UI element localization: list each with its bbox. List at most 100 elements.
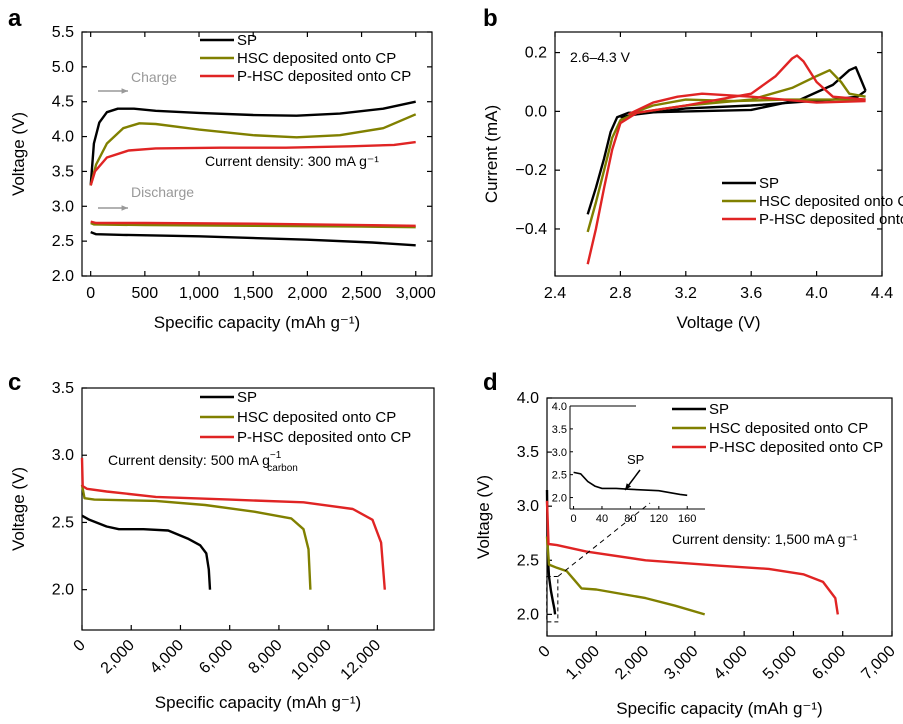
x-tick-label: 500 xyxy=(131,285,158,302)
annotations-d: Current density: 1,500 mA g⁻¹ xyxy=(546,502,858,623)
current-density-subscript: carbon xyxy=(267,463,298,474)
legend-label: SP xyxy=(759,175,779,192)
x-tick-label: 2,500 xyxy=(342,285,382,302)
x-tick-label: 4,000 xyxy=(147,637,187,677)
y-tick-label: 3.5 xyxy=(517,444,539,461)
x-tick-label: 2.4 xyxy=(544,285,566,302)
series-line-sp-0 xyxy=(89,100,416,186)
x-tick-label: 1,000 xyxy=(179,285,219,302)
y-tick-label: 5.5 xyxy=(52,24,74,41)
inset-y-tick-label: 3.5 xyxy=(552,424,567,436)
inset-x-tick-label: 120 xyxy=(650,513,668,525)
x-tick-label: 10,000 xyxy=(288,637,335,684)
legend-label: HSC deposited onto CP xyxy=(709,420,868,437)
series-line-hsc-0 xyxy=(80,484,312,590)
charge-label: Charge xyxy=(131,69,177,85)
x-tick-label: 0 xyxy=(536,643,554,661)
inset-sp-label: SP xyxy=(627,452,644,467)
legend-c: SP HSC deposited onto CP P-HSC deposited o… xyxy=(200,389,411,446)
y-tick-label: 2.0 xyxy=(52,268,74,285)
y-tick-label: 2.5 xyxy=(517,552,539,569)
series-line-hsc-1 xyxy=(90,221,416,229)
annotations-b: 2.6–4.3 V xyxy=(570,49,631,65)
x-tick-label: 3,000 xyxy=(661,643,701,683)
panel-letter-b: b xyxy=(483,5,498,32)
legend-label: HSC deposited onto CP xyxy=(237,50,396,67)
current-density-label: Current density: 300 mA g⁻¹ xyxy=(205,153,379,169)
y-tick-label: 3.0 xyxy=(517,498,539,515)
series-line-hsc-1 xyxy=(628,98,866,116)
inset-y-tick-label: 2.5 xyxy=(552,470,567,482)
inset-sp-curve xyxy=(573,471,688,497)
plot-frame-b xyxy=(554,31,883,277)
y-tick-label: 3.0 xyxy=(52,447,74,464)
series-group-d xyxy=(545,489,839,616)
series-line-hsc-0 xyxy=(89,113,417,186)
series-line-sp-1 xyxy=(620,89,867,119)
annotations-a: Charge Discharge Current density: 300 mA g… xyxy=(98,69,379,211)
zoom-connector xyxy=(557,502,651,577)
series-line-phsc-0 xyxy=(80,457,386,590)
y-axis-label: Current (mA) xyxy=(482,105,501,203)
x-tick-label: 6,000 xyxy=(809,643,849,683)
y-tick-label: 0.2 xyxy=(525,45,547,62)
current-density-text: Current density: 500 mA g xyxy=(108,452,270,468)
x-tick-label: 6,000 xyxy=(196,637,236,677)
x-axis-label: Specific capacity (mAh g⁻¹) xyxy=(155,693,361,712)
series-line-phsc-0 xyxy=(89,140,416,186)
plot-frame-a xyxy=(81,31,433,277)
x-tick-label: 5,000 xyxy=(760,643,800,683)
x-tick-label: 2.8 xyxy=(609,285,631,302)
x-tick-label: 0 xyxy=(86,285,95,302)
series-line-sp-0 xyxy=(81,514,212,590)
legend-label: P-HSC deposited onto CP xyxy=(237,68,411,85)
legend-label: SP xyxy=(237,389,257,406)
current-density-label: Current density: 1,500 mA g⁻¹ xyxy=(672,531,858,547)
series-group-a xyxy=(89,100,417,247)
series-line-phsc-0 xyxy=(586,54,866,265)
legend-label: P-HSC deposited onto CP xyxy=(759,211,903,228)
inset-x-tick-label: 0 xyxy=(570,513,576,525)
x-tick-label: 2,000 xyxy=(98,637,138,677)
y-axis-label: Voltage (V) xyxy=(474,475,493,559)
y-tick-label: 4.0 xyxy=(52,129,74,146)
y-tick-label: 4.5 xyxy=(52,94,74,111)
inset-y-tick-label: 2.0 xyxy=(552,493,567,505)
x-tick-label: 12,000 xyxy=(338,637,385,684)
x-tick-label: 2,000 xyxy=(612,643,652,683)
panel-letter-a: a xyxy=(8,5,22,32)
legend-label: SP xyxy=(237,32,257,49)
x-axis-label: Specific capacity (mAh g⁻¹) xyxy=(154,313,360,332)
y-tick-label: 5.0 xyxy=(52,59,74,76)
series-line-sp-0 xyxy=(586,66,867,215)
inset-x-tick-label: 80 xyxy=(624,513,636,525)
series-line-hsc-0 xyxy=(545,536,706,616)
legend-label: HSC deposited onto CP xyxy=(237,409,396,426)
legend-label: P-HSC deposited onto CP xyxy=(237,429,411,446)
y-tick-label: 3.5 xyxy=(52,163,74,180)
y-tick-label: 3.5 xyxy=(52,380,74,397)
y-tick-label: 3.0 xyxy=(52,198,74,215)
y-tick-label: 2.0 xyxy=(52,582,74,599)
inset-x-tick-label: 40 xyxy=(596,513,608,525)
y-axis-label: Voltage (V) xyxy=(9,467,28,551)
y-tick-label: 2.5 xyxy=(52,233,74,250)
inset-axes: 0 40 80 120 160 2.0 2.5 3.0 3.5 4.0 SP xyxy=(552,401,705,525)
current-density-label: Current density: 500 mA g−1 carbon xyxy=(108,450,298,474)
x-tick-label: 3.2 xyxy=(675,285,697,302)
series-line-sp-1 xyxy=(90,230,416,247)
inset-y-tick-label: 3.0 xyxy=(552,447,567,459)
legend-label: HSC deposited onto CP xyxy=(759,193,903,210)
axes-a: 0 500 1,000 1,500 2,000 2,500 3,000 2.0 2.5 3.0 3.… xyxy=(8,5,436,332)
plot-frame-c xyxy=(81,387,435,631)
x-tick-label: 3.6 xyxy=(740,285,762,302)
series-group-b xyxy=(586,54,867,265)
series-line-phsc-1 xyxy=(628,92,866,116)
voltage-range-label: 2.6–4.3 V xyxy=(570,49,631,65)
discharge-label: Discharge xyxy=(131,184,194,200)
inset-x-tick-label: 160 xyxy=(678,513,696,525)
charge-arrow-head xyxy=(121,88,128,94)
